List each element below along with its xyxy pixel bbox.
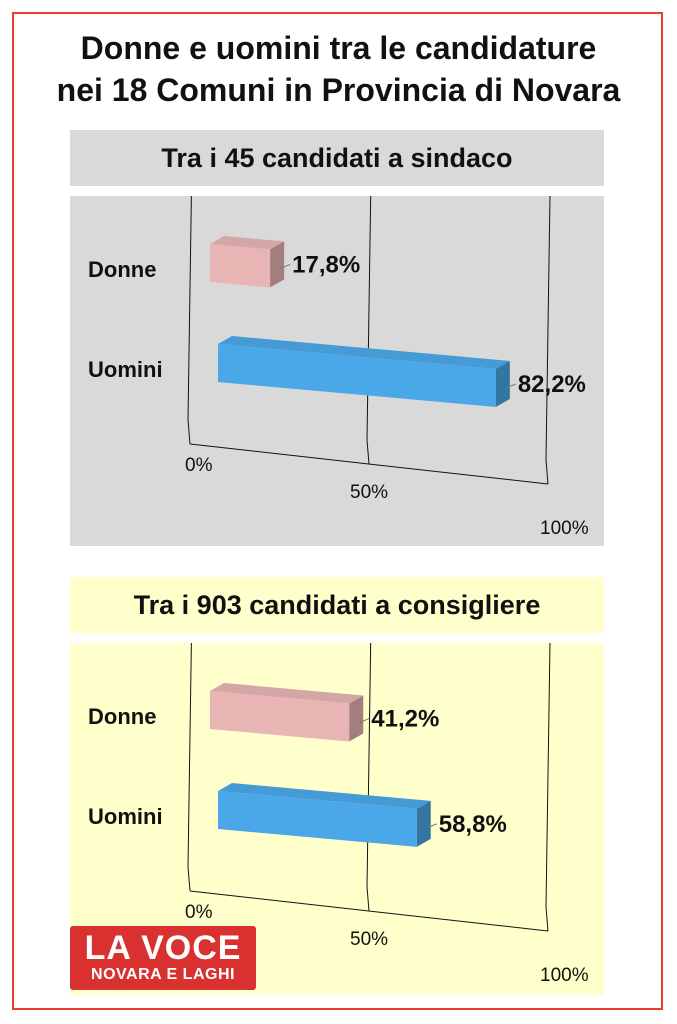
floor-line-2 — [545, 906, 549, 932]
outer-frame — [12, 12, 663, 1010]
page-title-line-2: nei 18 Comuni in Provincia di Novara — [56, 72, 621, 108]
bar-end-1 — [495, 361, 510, 408]
category-label-donne: Donne — [88, 704, 156, 729]
page-title-line-1: Donne e uomini tra le candidature — [80, 30, 597, 66]
bar-top-1 — [218, 336, 510, 370]
floor-front-edge — [189, 890, 549, 932]
bar-donne — [210, 244, 271, 288]
tick-label-0: 0% — [185, 455, 213, 476]
leader-line-0 — [359, 718, 370, 723]
value-label-donne: 41,2% — [371, 706, 439, 733]
bar-uomini — [218, 791, 417, 847]
bar-uomini — [218, 344, 496, 408]
chart-panel-sindaco: 0% 50% 100% 17,8% Donne 82,2% Uomini — [70, 144, 604, 546]
leader-line-1 — [426, 823, 437, 829]
value-label-uomini: 82,2% — [518, 371, 586, 398]
gridline-0 — [187, 154, 193, 421]
floor-line-1 — [366, 439, 370, 465]
floor-line-1 — [366, 886, 370, 912]
category-label-uomini: Uomini — [88, 804, 163, 829]
bar-end-0 — [349, 695, 364, 742]
tick-label-0: 0% — [185, 902, 213, 923]
leader-line-1 — [505, 383, 517, 389]
floor-line-0 — [187, 866, 191, 892]
value-label-uomini: 58,8% — [439, 811, 507, 838]
floor-line-0 — [187, 419, 191, 445]
tick-label-2: 100% — [540, 965, 589, 986]
leader-line-0 — [279, 263, 291, 269]
bar-top-0 — [210, 683, 364, 704]
gridline-0 — [187, 601, 193, 868]
section-header-sindaco: Tra i 45 candidati a sindaco — [70, 130, 604, 186]
floor-line-2 — [545, 459, 549, 485]
chart-consigliere: 0% 50% 100% 41,2% Donne 58,8% Uomini — [88, 591, 589, 986]
tick-label-1: 50% — [350, 482, 388, 503]
bar-end-1 — [416, 800, 431, 847]
gridline-2 — [545, 194, 551, 461]
logo-line-1: LA VOCE — [84, 929, 242, 967]
category-label-uomini: Uomini — [88, 357, 163, 382]
tick-label-2: 100% — [540, 518, 589, 539]
bar-donne — [210, 691, 350, 742]
floor-front-edge — [189, 443, 549, 485]
bar-end-0 — [270, 241, 285, 288]
bar-top-1 — [218, 783, 431, 809]
tick-label-1: 50% — [350, 929, 388, 950]
gridline-1 — [366, 621, 372, 888]
value-label-donne: 17,8% — [292, 251, 360, 278]
logo-line-2: NOVARA E LAGHI — [91, 966, 235, 983]
bar-top-0 — [210, 236, 285, 250]
gridline-1 — [366, 174, 372, 441]
section-header-consigliere: Tra i 903 candidati a consigliere — [70, 577, 604, 633]
chart-sindaco: 0% 50% 100% 17,8% Donne 82,2% Uomini — [88, 144, 589, 539]
la-voce-logo: LA VOCE NOVARA E LAGHI — [70, 926, 256, 990]
gridline-2 — [545, 641, 551, 908]
category-label-donne: Donne — [88, 257, 156, 282]
